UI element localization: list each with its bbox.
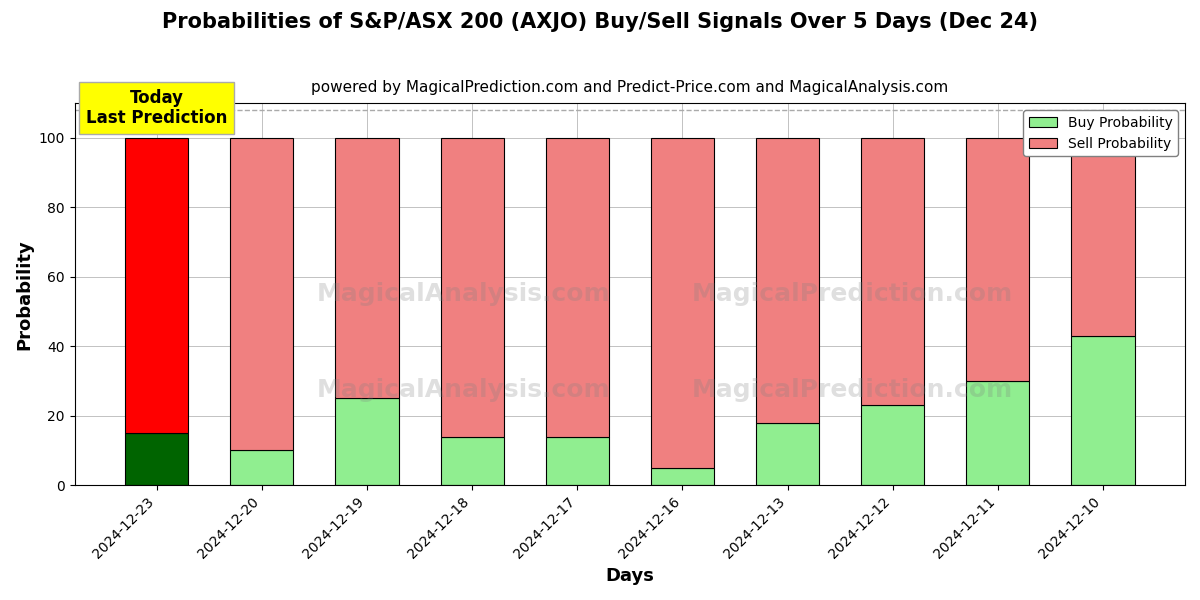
Legend: Buy Probability, Sell Probability: Buy Probability, Sell Probability [1024,110,1178,156]
Text: MagicalPrediction.com: MagicalPrediction.com [691,377,1013,401]
Bar [650,138,714,468]
Bar [650,468,714,485]
Title: powered by MagicalPrediction.com and Predict-Price.com and MagicalAnalysis.com: powered by MagicalPrediction.com and Pre… [311,80,948,95]
Text: Probabilities of S&P/ASX 200 (AXJO) Buy/Sell Signals Over 5 Days (Dec 24): Probabilities of S&P/ASX 200 (AXJO) Buy/… [162,12,1038,32]
Bar [125,433,188,485]
Bar [440,437,504,485]
Bar [756,422,820,485]
Bar [756,138,820,422]
Bar [966,381,1030,485]
X-axis label: Days: Days [605,567,654,585]
Bar [546,138,608,437]
Bar [336,138,398,398]
Bar [862,138,924,405]
Bar [1072,138,1134,336]
Bar [125,138,188,433]
Bar [1072,336,1134,485]
Bar [440,138,504,437]
Text: MagicalAnalysis.com: MagicalAnalysis.com [317,377,610,401]
Bar [862,405,924,485]
Bar [230,451,293,485]
Y-axis label: Probability: Probability [16,239,34,350]
Text: Today
Last Prediction: Today Last Prediction [86,89,227,127]
Bar [966,138,1030,381]
Text: MagicalAnalysis.com: MagicalAnalysis.com [317,282,610,306]
Text: MagicalPrediction.com: MagicalPrediction.com [691,282,1013,306]
Bar [336,398,398,485]
Bar [230,138,293,451]
Bar [546,437,608,485]
